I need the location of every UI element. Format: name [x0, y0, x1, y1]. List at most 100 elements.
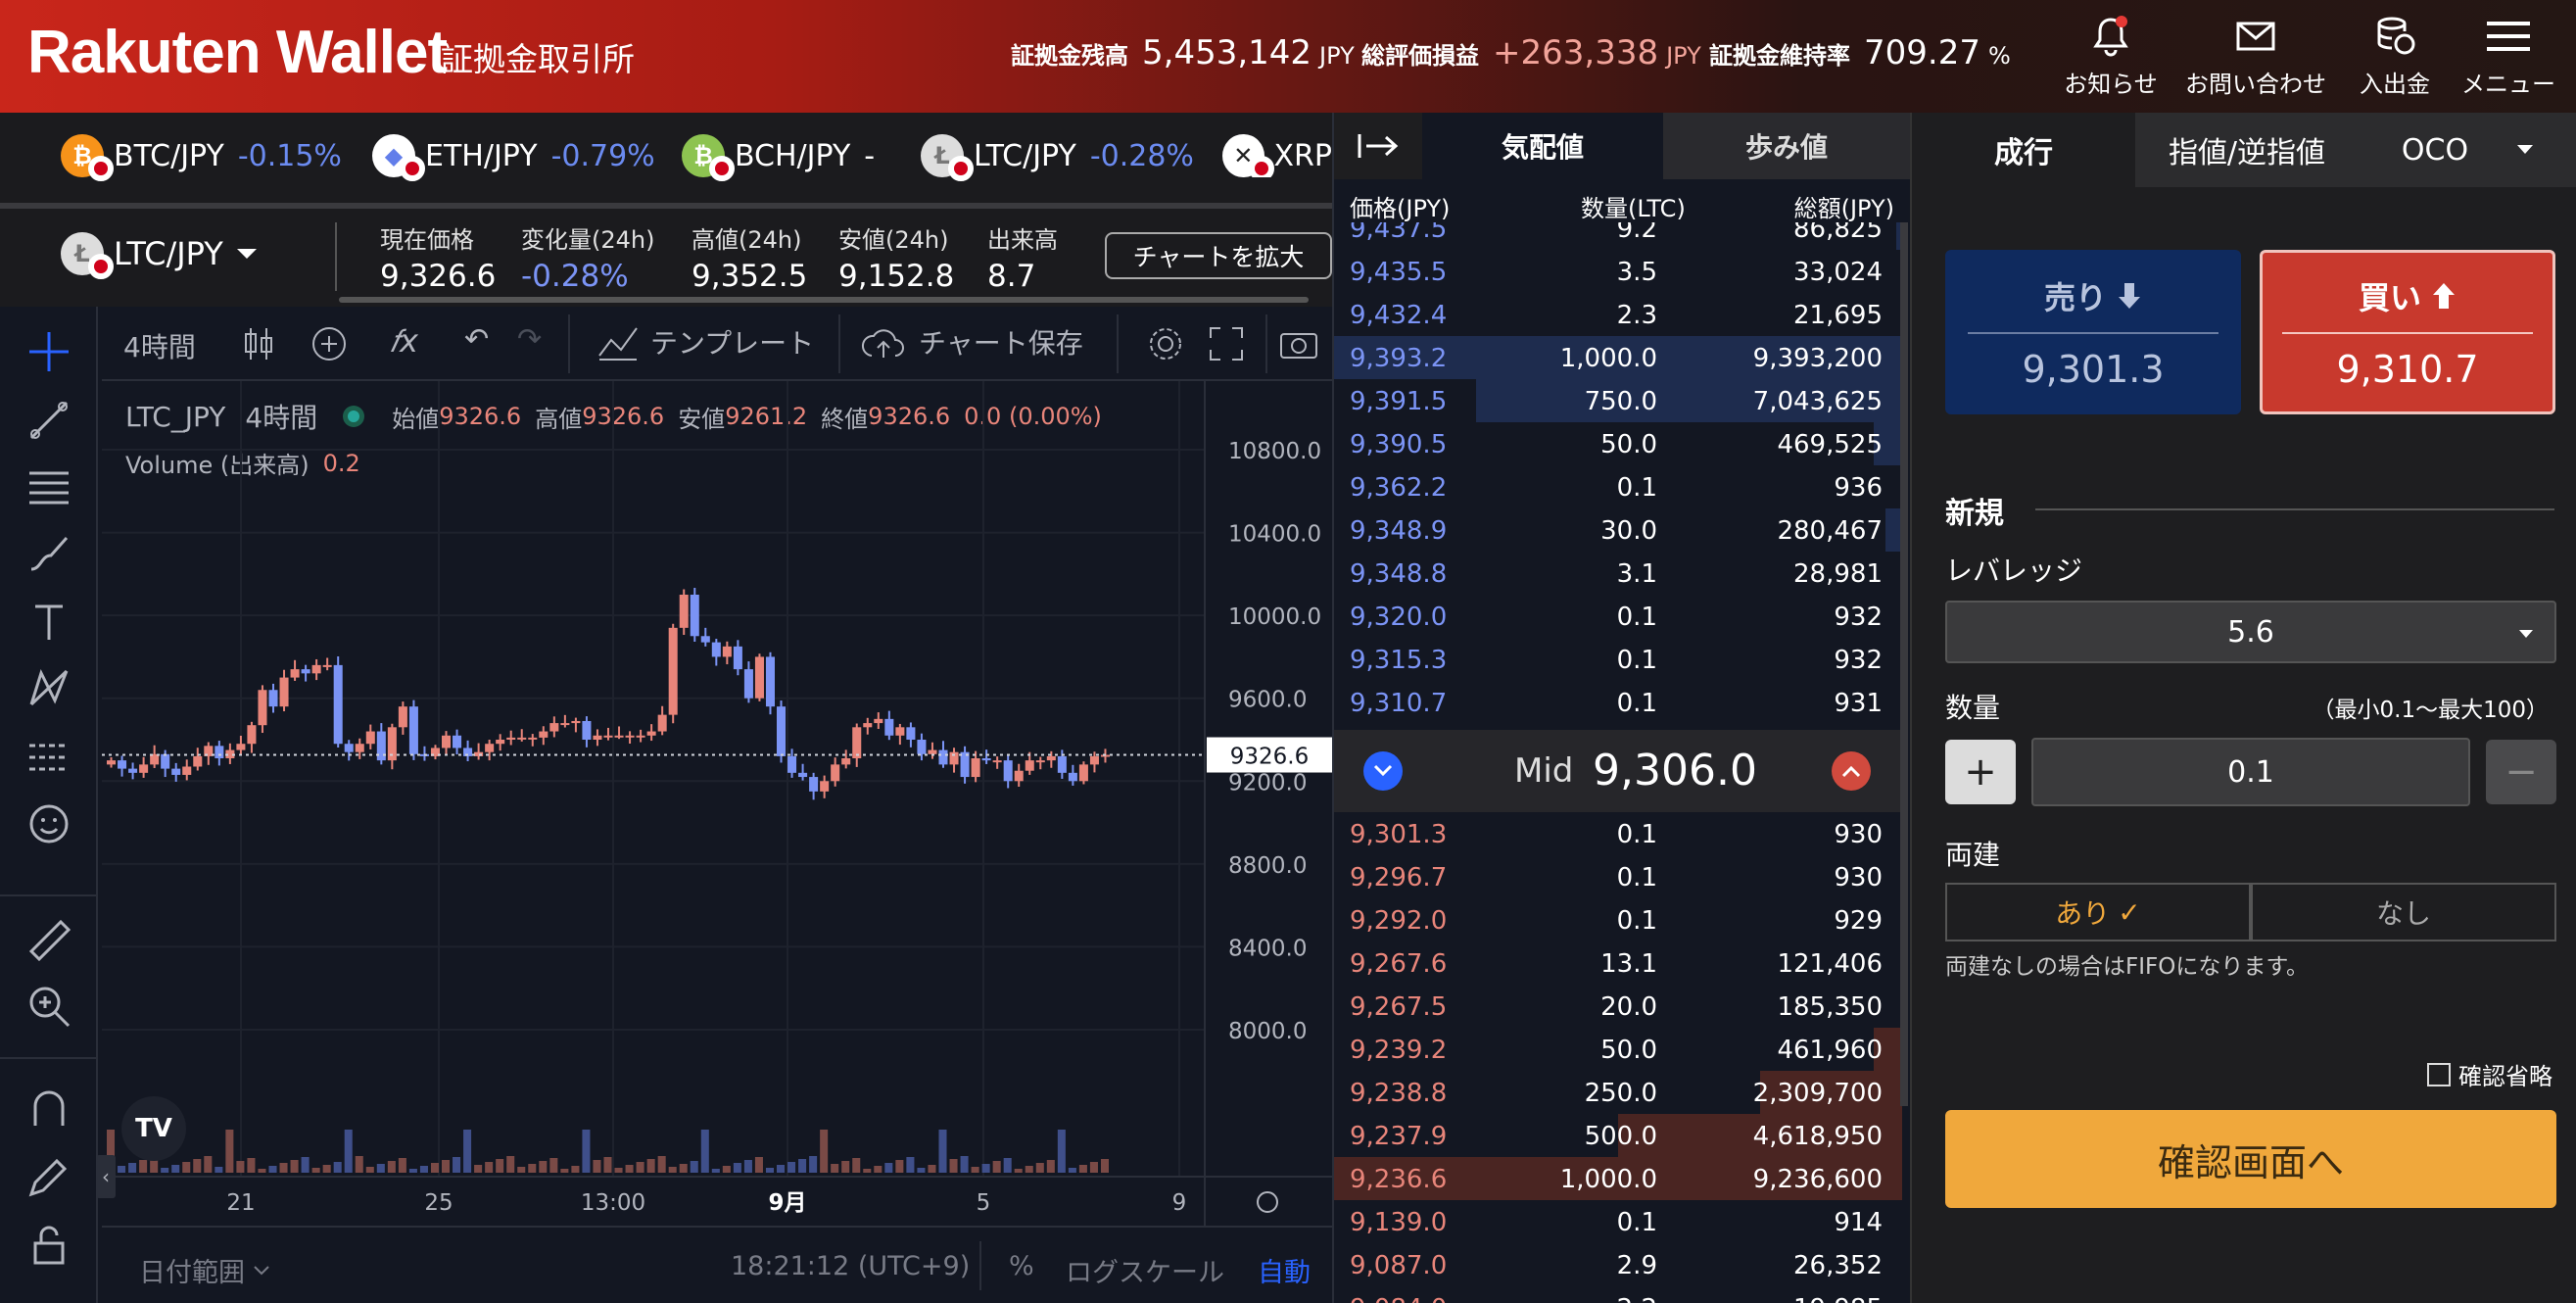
pencil-lock-icon[interactable] [25, 1153, 72, 1200]
book-row[interactable]: 9,435.5 3.5 33,024 [1334, 250, 1902, 293]
date-range-selector[interactable]: 日付範囲 [139, 1251, 270, 1289]
text-icon[interactable] [25, 599, 72, 646]
candle-type-icon[interactable] [239, 324, 278, 363]
expand-chart-button[interactable]: チャートを拡大 [1105, 232, 1332, 279]
settings-gear-icon[interactable] [1146, 324, 1185, 363]
candlestick-chart[interactable]: 10800.0 10400.0 10000.0 9600.0 9200.0 8800.0 8… [102, 381, 1332, 1226]
book-row[interactable]: 9,393.2 1,000.0 9,393,200 [1334, 336, 1902, 379]
function-icon[interactable]: 𝑓x [390, 322, 418, 360]
candle-body [636, 735, 645, 738]
crosshair-icon[interactable] [25, 328, 72, 375]
collapse-book-button[interactable] [1334, 113, 1422, 179]
book-row[interactable]: 9,237.9 500.0 4,618,950 [1334, 1114, 1902, 1157]
fib-icon[interactable] [25, 463, 72, 510]
brush-icon[interactable] [25, 530, 72, 577]
price-chart[interactable]: LTC_JPY 4時間 始値 9326.6 高値 9326.6 安値 9261.… [96, 381, 1332, 1226]
book-row[interactable]: 9,087.0 2.9 26,352 [1334, 1243, 1902, 1286]
buy-button[interactable]: 買い 9,310.7 [2260, 250, 2555, 414]
percent-toggle[interactable]: % [1009, 1251, 1034, 1281]
ticker-item-xrp[interactable]: ✕ XRP [1222, 134, 1332, 177]
deposit-withdraw-button[interactable]: 入出金 [2346, 14, 2444, 99]
book-row[interactable]: 9,292.0 0.1 929 [1334, 898, 1902, 941]
book-row[interactable]: 9,320.0 0.1 932 [1334, 595, 1902, 638]
book-row[interactable]: 9,348.8 3.1 28,981 [1334, 552, 1902, 595]
confirm-button[interactable]: 確認画面へ [1945, 1110, 2556, 1208]
book-scrollbar[interactable] [1900, 222, 1908, 840]
book-qty: 2.2 [1617, 1294, 1657, 1303]
tradingview-logo[interactable]: TV [121, 1096, 186, 1161]
leverage-select[interactable]: 5.6 [1945, 601, 2556, 663]
template-button[interactable]: テンプレート [597, 322, 814, 362]
ruler-icon[interactable] [25, 916, 72, 963]
qty-decrement-button[interactable]: − [2486, 740, 2556, 804]
collapse-toolbar-button[interactable]: ‹ [96, 1155, 116, 1198]
interval-selector[interactable]: 4時間 [123, 331, 196, 363]
ticker-item-eth[interactable]: ◆ ETH/JPY -0.79% [372, 134, 655, 181]
hedge-no-option[interactable]: なし [2251, 883, 2556, 941]
skip-confirm-checkbox[interactable]: 確認省略 [2427, 1057, 2552, 1091]
app-logo[interactable]: Rakuten Wallet [27, 19, 448, 86]
book-total: 280,467 [1777, 516, 1883, 546]
book-row[interactable]: 9,362.2 0.1 936 [1334, 465, 1902, 508]
camera-icon[interactable] [1277, 324, 1320, 363]
book-row[interactable]: 9,432.4 2.3 21,695 [1334, 293, 1902, 336]
book-row[interactable]: 9,348.9 30.0 280,467 [1334, 508, 1902, 552]
book-row[interactable]: 9,301.3 0.1 930 [1334, 812, 1902, 855]
notifications-button[interactable]: お知らせ [2057, 14, 2165, 99]
emoji-icon[interactable] [25, 800, 72, 847]
book-row[interactable]: 9,084.0 2.2 19,985 [1334, 1286, 1902, 1303]
book-row[interactable]: 9,315.3 0.1 932 [1334, 638, 1902, 681]
volume-bar [571, 1166, 580, 1173]
book-row[interactable]: 9,296.7 0.1 930 [1334, 855, 1902, 898]
ticker-item-btc[interactable]: ₿ BTC/JPY -0.15% [61, 134, 342, 181]
log-scale-toggle[interactable]: ログスケール [1066, 1258, 1224, 1288]
tab-order-book[interactable]: 気配値 [1422, 113, 1663, 179]
redo-icon[interactable]: ↷ [517, 322, 543, 357]
book-qty: 0.1 [1616, 863, 1657, 893]
hedge-yes-option[interactable]: あり ✓ [1945, 883, 2251, 941]
lock-icon[interactable] [25, 1222, 72, 1269]
sell-button[interactable]: 売り 9,301.3 [1945, 250, 2241, 414]
book-row[interactable]: 9,239.2 50.0 461,960 [1334, 1028, 1902, 1071]
menu-button[interactable]: メニュー [2455, 14, 2562, 99]
fullscreen-icon[interactable] [1207, 324, 1246, 363]
ticker-item-bch[interactable]: ₿ BCH/JPY - [682, 134, 875, 181]
ticker-item-ltc[interactable]: Ł LTC/JPY -0.28% [921, 134, 1194, 181]
auto-scale-toggle[interactable]: 自動 [1258, 1258, 1311, 1288]
save-chart-button[interactable]: チャート保存 [860, 322, 1083, 362]
qty-input[interactable]: 0.1 [2031, 738, 2470, 806]
book-row[interactable]: 9,267.5 20.0 185,350 [1334, 985, 1902, 1028]
tab-market[interactable]: 成行 [1912, 113, 2135, 187]
book-row[interactable]: 9,310.7 0.1 931 [1334, 681, 1902, 724]
candle-body [442, 735, 452, 748]
book-scrollbar[interactable] [1900, 812, 1908, 1106]
book-row[interactable]: 9,391.5 750.0 7,043,625 [1334, 379, 1902, 422]
candle-body [485, 744, 495, 752]
undo-icon[interactable]: ↶ [464, 322, 490, 357]
volume-bar [1078, 1165, 1087, 1173]
tab-limit-stop[interactable]: 指値/逆指値 [2135, 113, 2359, 187]
pair-selector[interactable]: Ł LTC/JPY [61, 232, 257, 279]
contact-button[interactable]: お問い合わせ [2182, 14, 2329, 99]
book-total: 185,350 [1777, 992, 1883, 1022]
book-row[interactable]: 9,139.0 0.1 914 [1334, 1200, 1902, 1243]
zoom-in-icon[interactable] [25, 983, 72, 1030]
book-row[interactable]: 9,267.6 13.1 121,406 [1334, 941, 1902, 985]
volume-bar [517, 1167, 526, 1173]
book-row[interactable]: 9,390.5 50.0 469,525 [1334, 422, 1902, 465]
pattern-icon[interactable] [25, 665, 72, 712]
trendline-icon[interactable] [25, 397, 72, 444]
forecast-icon[interactable] [25, 734, 72, 781]
scrollbar[interactable] [339, 297, 1309, 303]
scroll-down-icon[interactable] [1363, 751, 1403, 791]
book-row[interactable]: 9,437.5 9.2 86,825 [1334, 222, 1902, 250]
qty-increment-button[interactable]: + [1945, 740, 2016, 804]
tab-trade-history[interactable]: 歩み値 [1663, 113, 1910, 179]
add-indicator-icon[interactable] [310, 324, 349, 363]
candle-body [700, 636, 710, 643]
book-row[interactable]: 9,236.6 1,000.0 9,236,600 [1334, 1157, 1902, 1200]
book-row[interactable]: 9,238.8 250.0 2,309,700 [1334, 1071, 1902, 1114]
magnet-icon[interactable] [25, 1086, 72, 1134]
tab-oco[interactable]: OCO [2359, 113, 2576, 187]
scroll-up-icon[interactable] [1832, 751, 1871, 791]
